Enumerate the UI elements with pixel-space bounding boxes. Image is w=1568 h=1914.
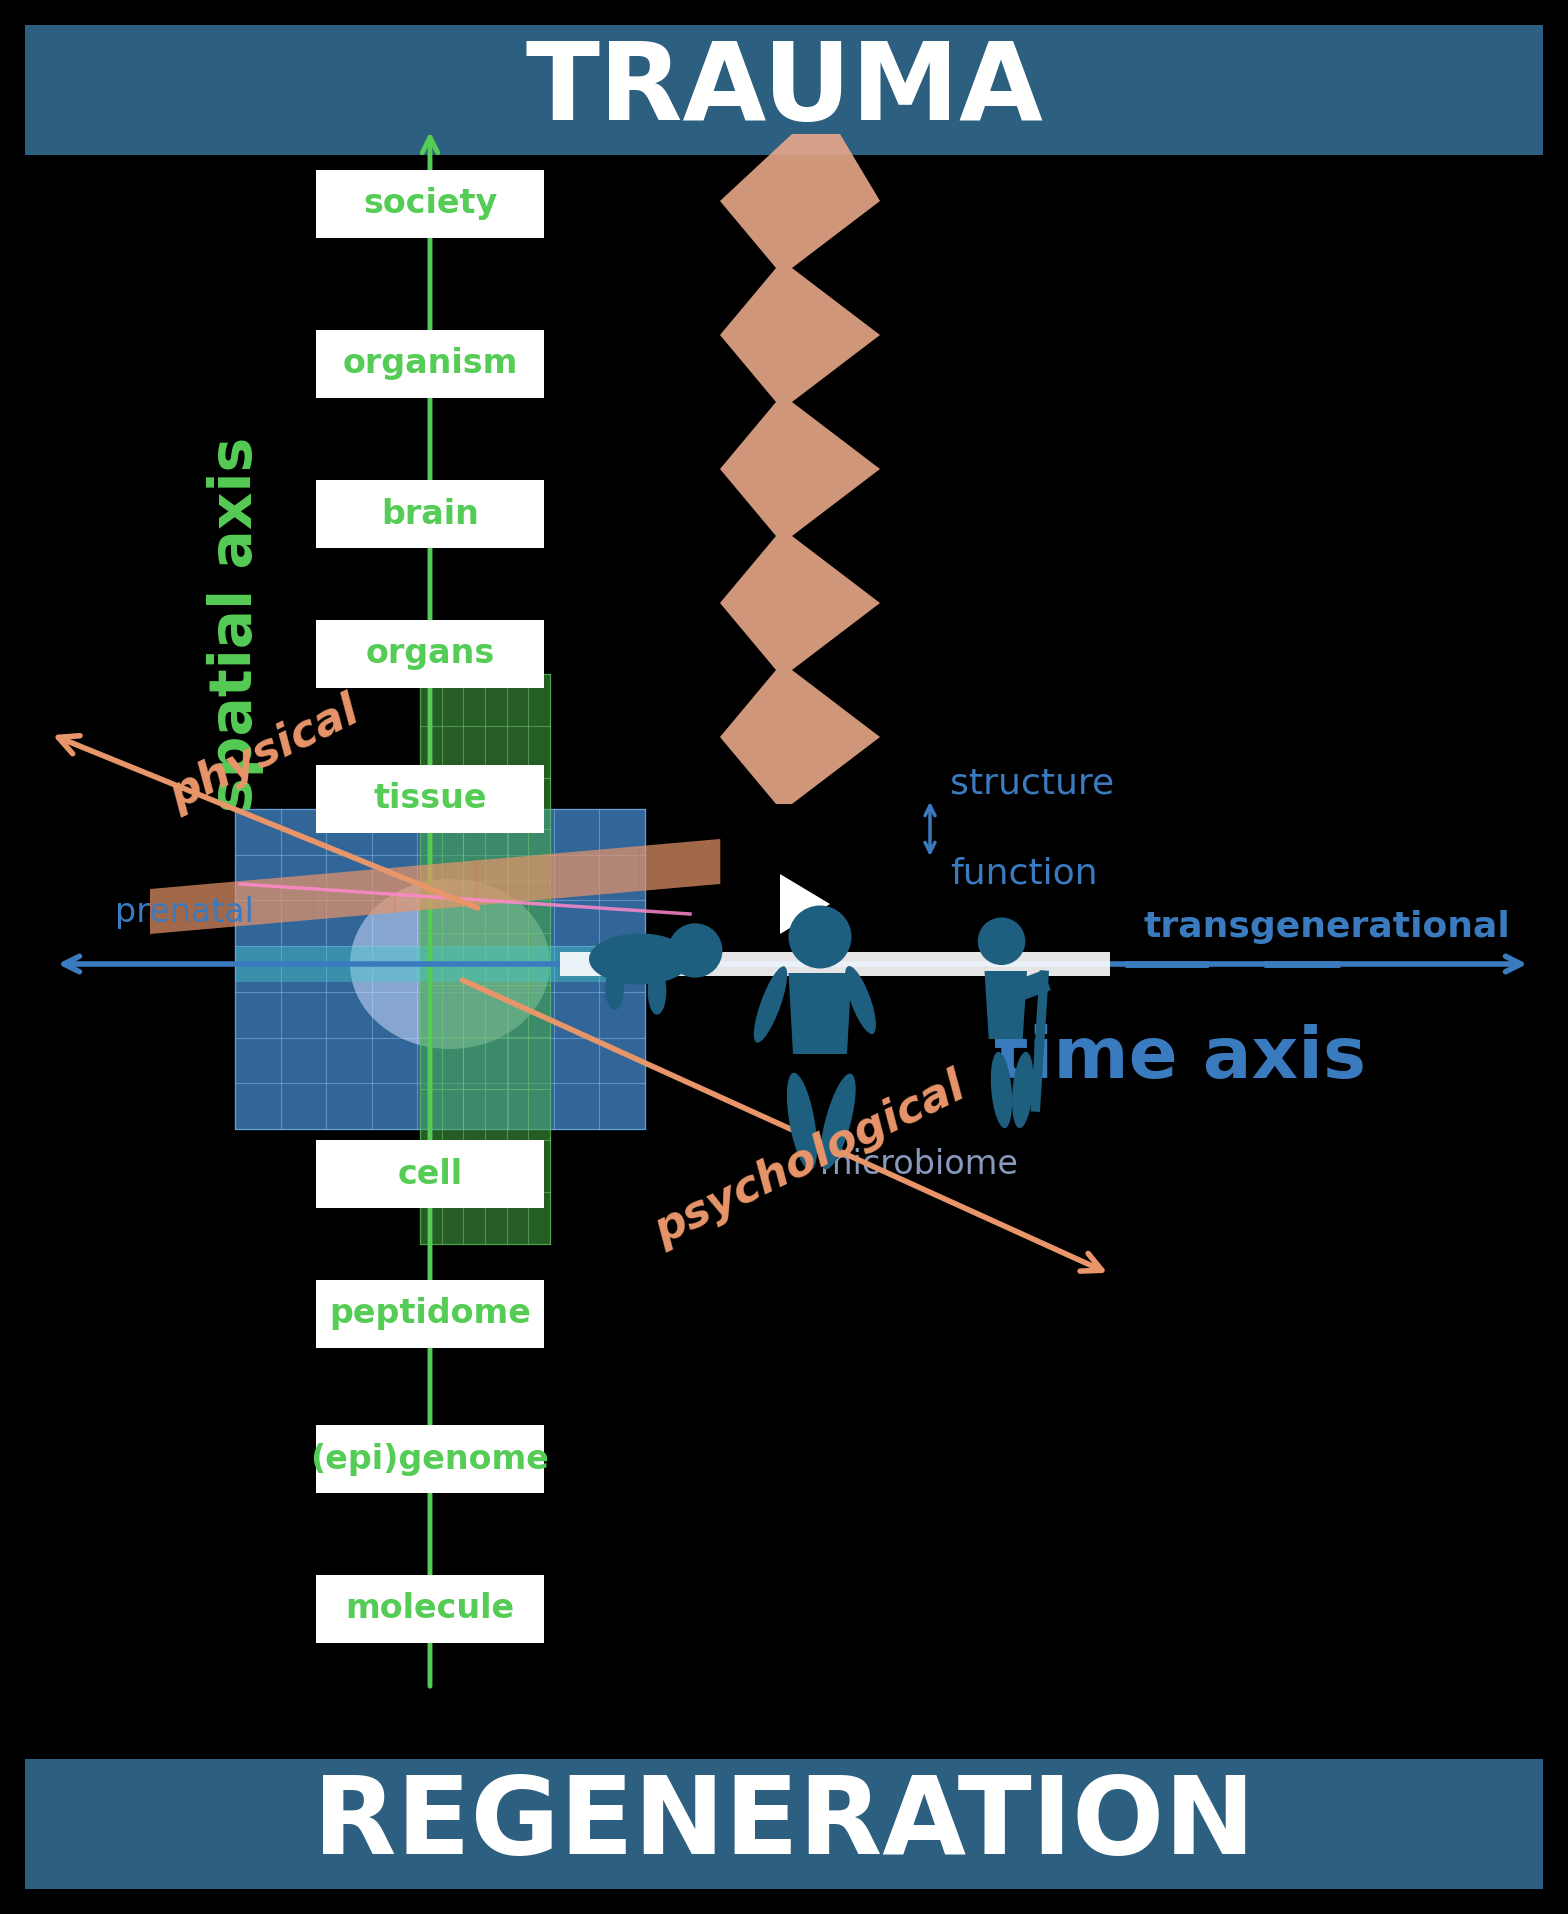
Ellipse shape — [350, 879, 550, 1049]
Text: physical: physical — [163, 689, 367, 819]
Ellipse shape — [754, 967, 787, 1043]
Text: time axis: time axis — [994, 1024, 1366, 1093]
Text: TRAUMA: TRAUMA — [525, 36, 1043, 144]
Text: REGENERATION: REGENERATION — [314, 1770, 1254, 1878]
Ellipse shape — [845, 967, 877, 1034]
Circle shape — [978, 917, 1025, 965]
Text: function: function — [950, 857, 1098, 892]
Ellipse shape — [1011, 1053, 1033, 1127]
Text: brain: brain — [381, 498, 478, 530]
Ellipse shape — [787, 1072, 817, 1169]
FancyBboxPatch shape — [25, 25, 1543, 155]
FancyBboxPatch shape — [317, 1426, 544, 1493]
Text: organs: organs — [365, 637, 494, 670]
Text: molecule: molecule — [345, 1592, 514, 1625]
Polygon shape — [235, 810, 644, 1129]
Polygon shape — [720, 134, 880, 804]
FancyBboxPatch shape — [317, 170, 544, 237]
Text: structure: structure — [950, 768, 1115, 800]
Text: organism: organism — [342, 348, 517, 381]
Polygon shape — [985, 970, 1027, 1039]
Text: tissue: tissue — [373, 783, 486, 815]
Polygon shape — [151, 838, 720, 934]
FancyBboxPatch shape — [317, 480, 544, 547]
Ellipse shape — [605, 967, 624, 1011]
Ellipse shape — [820, 1074, 856, 1169]
Text: (epi)genome: (epi)genome — [310, 1443, 549, 1476]
Text: prenatal: prenatal — [114, 896, 254, 928]
Text: spatial axis: spatial axis — [207, 436, 263, 812]
FancyBboxPatch shape — [317, 1575, 544, 1642]
FancyBboxPatch shape — [560, 951, 1110, 976]
Text: transgenerational: transgenerational — [1143, 909, 1510, 944]
Polygon shape — [420, 674, 550, 1244]
FancyBboxPatch shape — [317, 620, 544, 687]
Text: microbiome: microbiome — [820, 1148, 1018, 1181]
Polygon shape — [779, 875, 829, 934]
Text: peptidome: peptidome — [329, 1298, 532, 1330]
FancyBboxPatch shape — [317, 766, 544, 833]
Polygon shape — [789, 972, 851, 1055]
FancyBboxPatch shape — [25, 1759, 1543, 1889]
Circle shape — [668, 923, 723, 978]
Circle shape — [789, 905, 851, 968]
Polygon shape — [235, 946, 644, 982]
FancyBboxPatch shape — [317, 1280, 544, 1347]
Text: cell: cell — [397, 1158, 463, 1191]
FancyBboxPatch shape — [317, 1141, 544, 1208]
Ellipse shape — [648, 968, 666, 1014]
Ellipse shape — [991, 1053, 1013, 1127]
Text: psychological: psychological — [648, 1064, 972, 1254]
FancyBboxPatch shape — [317, 329, 544, 398]
Ellipse shape — [590, 934, 691, 984]
Text: society: society — [362, 188, 497, 220]
